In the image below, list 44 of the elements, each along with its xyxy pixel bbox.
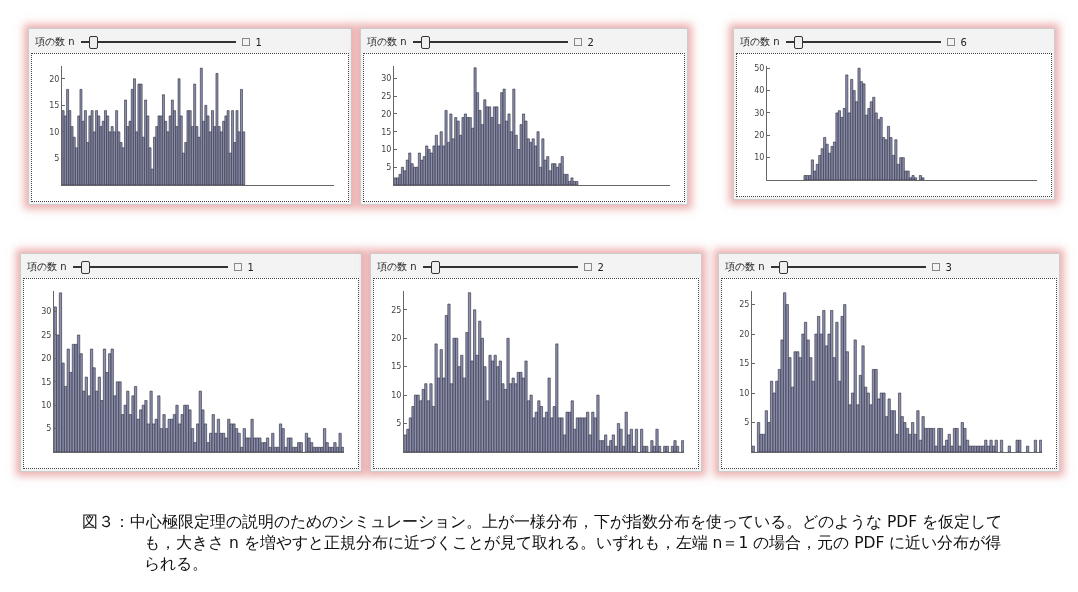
y-tick-label: 5	[396, 419, 402, 429]
chart-title: 項の数 n	[725, 260, 765, 274]
chart-title: 項の数 n	[740, 35, 780, 49]
y-tick-label: 30	[754, 108, 765, 118]
text: 2	[597, 261, 604, 273]
y-tick-label: 25	[391, 305, 402, 315]
y-tick-label: 25	[381, 91, 392, 101]
y-tick-label: 20	[391, 334, 402, 344]
y-tick-label: 15	[49, 101, 60, 111]
y-tick-label: 40	[754, 86, 765, 96]
text: 6	[960, 36, 967, 48]
caption: 図３：中心極限定理の説明のためのシミュレーション。上が一様分布，下が指数分布を使っている。どのような PDF を仮定しても，大きさ n を増やすと正規分布に近づくことが見て取れる。いずれも，左端 n＝1 の場合，元の PDF に近い分布が得られる。	[82, 512, 1004, 575]
y-tick-label: 5	[744, 418, 750, 428]
chart-title: 項の数 n	[367, 35, 407, 49]
text: 1	[247, 261, 254, 273]
y-tick-label: 10	[754, 153, 765, 163]
y-tick-label: 20	[49, 74, 60, 84]
y-tick-label: 10	[41, 401, 52, 410]
y-tick-label: 20	[739, 329, 750, 339]
y-tick-label: 5	[386, 163, 392, 173]
y-tick-label: 10	[391, 390, 402, 400]
y-tick-label: 25	[739, 300, 750, 310]
chart-title: 項の数 n	[27, 260, 67, 274]
y-tick-label: 10	[739, 388, 750, 398]
y-tick-label: 10	[381, 145, 392, 155]
y-tick-label: 30	[381, 74, 392, 84]
y-tick-label: 5	[46, 424, 52, 434]
y-tick-label: 30	[41, 307, 52, 317]
y-tick-label: 50	[754, 64, 765, 74]
y-tick-label: 20	[41, 354, 52, 364]
y-tick-label: 15	[381, 127, 392, 137]
y-tick-label: 15	[391, 362, 402, 372]
y-tick-label: 25	[41, 330, 52, 340]
y-tick-label: 10	[49, 127, 60, 137]
y-tick-label: 15	[739, 359, 750, 369]
text: 3	[945, 261, 952, 273]
chart-title: 項の数 n	[377, 260, 417, 274]
text: 1	[255, 36, 262, 48]
text: 2	[587, 36, 594, 48]
y-tick-label: 20	[381, 109, 392, 119]
chart-title: 項の数 n	[35, 35, 75, 49]
y-tick-label: 15	[41, 377, 52, 387]
y-tick-label: 20	[754, 131, 765, 141]
y-tick-label: 5	[54, 154, 60, 164]
